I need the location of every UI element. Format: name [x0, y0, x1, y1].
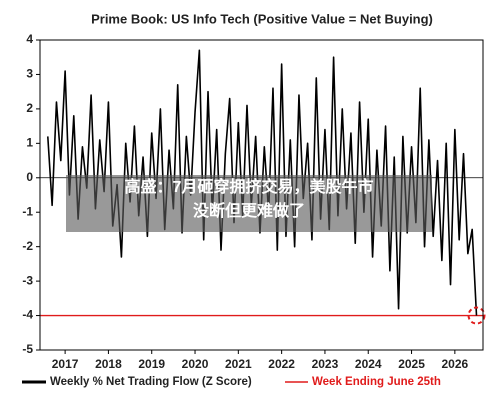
highlight-circle [467, 306, 486, 325]
overlay-text: 高盛：7月砸穿拥挤交易，美股牛市 [125, 177, 374, 196]
y-tick-label: -5 [22, 342, 33, 356]
y-tick-label: 3 [26, 67, 33, 81]
y-tick-label: 2 [26, 101, 33, 115]
x-tick-label: 2023 [312, 357, 339, 371]
legend-label: Weekly % Net Trading Flow (Z Score) [50, 376, 252, 388]
y-tick-label: -3 [22, 273, 33, 287]
legend-label: Week Ending June 25th [312, 376, 441, 388]
y-tick-label: -1 [22, 204, 33, 218]
chart-title: Prime Book: US Info Tech (Positive Value… [91, 11, 433, 26]
x-tick-label: 2017 [52, 357, 79, 371]
x-tick-label: 2020 [182, 357, 209, 371]
plot-frame [39, 39, 484, 351]
y-tick-label: -2 [22, 239, 33, 253]
y-tick-label: 1 [26, 136, 33, 150]
y-tick-label: 0 [26, 170, 33, 184]
y-tick-label: -4 [22, 308, 33, 322]
x-tick-label: 2019 [138, 357, 165, 371]
x-tick-label: 2018 [95, 357, 122, 371]
y-tick-label: 4 [26, 32, 33, 46]
x-tick-label: 2021 [225, 357, 252, 371]
x-tick-label: 2025 [398, 357, 425, 371]
overlay-text: 没断但更难做了 [193, 201, 305, 220]
x-tick-label: 2024 [355, 357, 382, 371]
x-tick-label: 2022 [268, 357, 295, 371]
overlay-banner [66, 175, 432, 232]
x-tick-label: 2026 [442, 357, 469, 371]
